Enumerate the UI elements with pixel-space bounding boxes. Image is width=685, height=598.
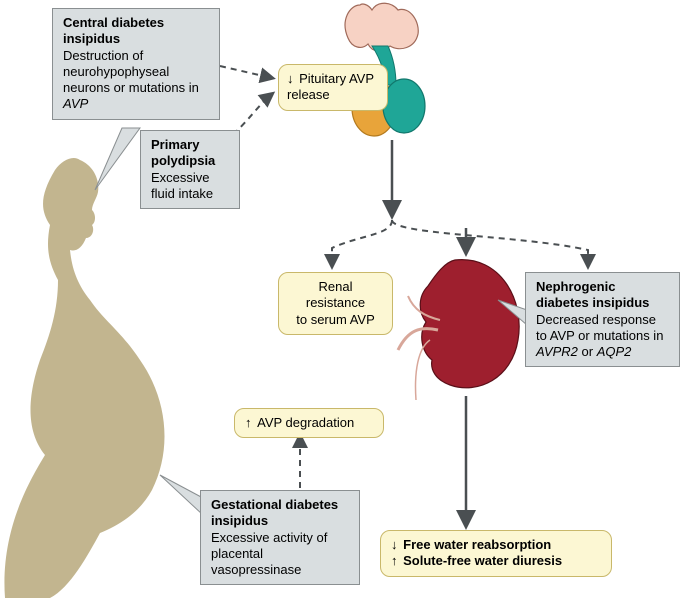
nephrogenic-di-title: Nephrogenic diabetes insipidus [536,279,649,310]
central-di-box: Central diabetes insipidus Destruction o… [52,8,220,120]
nephrogenic-di-box: Nephrogenic diabetes insipidus Decreased… [525,272,680,367]
primary-polydipsia-body: Excessive fluid intake [151,170,213,201]
renal-resistance-box: Renal resistance to serum AVP [278,272,393,335]
avp-degradation-text: AVP degradation [257,415,354,430]
hypothalamus-icon [345,3,418,51]
gestational-di-body: Excessive activity of placental vasopres… [211,530,327,578]
pituitary-release-box: ↓ Pituitary AVP release [278,64,388,111]
nephrogenic-di-body: Decreased response to AVP or mutations i… [536,312,663,360]
primary-polydipsia-box: Primary polydipsia Excessive fluid intak… [140,130,240,209]
pituitary-release-text: Pituitary AVP release [287,71,374,102]
outcome-box: ↓ Free water reabsorption ↑ Solute-free … [380,530,612,577]
central-di-body: Destruction of neurohypophyseal neurons … [63,48,199,112]
gestational-di-title: Gestational diabetes insipidus [211,497,338,528]
outcome-line2: Solute-free water diuresis [403,553,562,568]
central-di-title: Central diabetes insipidus [63,15,164,46]
kidney-icon [420,260,519,388]
outcome-line1: Free water reabsorption [403,537,551,552]
pregnant-silhouette [4,158,164,598]
pituitary-posterior-icon [383,79,425,133]
gestational-di-box: Gestational diabetes insipidus Excessive… [200,490,360,585]
avp-degradation-box: ↑ AVP degradation [234,408,384,438]
primary-polydipsia-title: Primary polydipsia [151,137,215,168]
